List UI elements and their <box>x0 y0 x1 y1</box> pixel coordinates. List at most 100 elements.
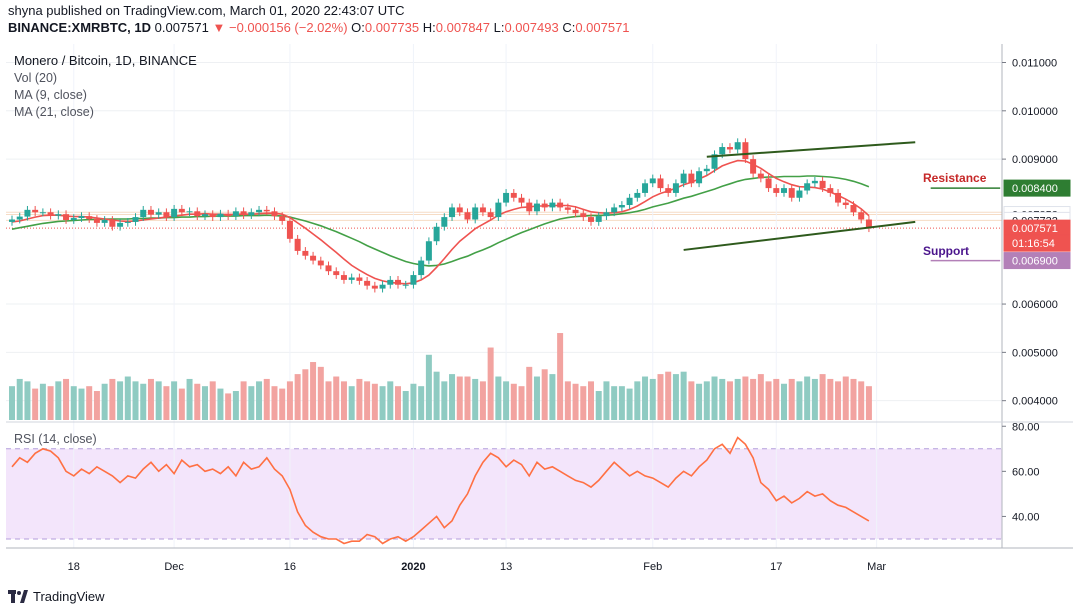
support-annotation: Support <box>923 244 969 258</box>
volume-bar <box>317 366 324 420</box>
volume-bar <box>279 388 286 420</box>
volume-bar <box>101 383 108 420</box>
legend-ma21: MA (21, close) <box>14 105 94 119</box>
price-badge <box>1003 252 1071 270</box>
volume-bar <box>804 376 811 420</box>
volume-bar <box>719 378 726 420</box>
candle-body <box>456 207 463 213</box>
time-tick-label: 17 <box>770 561 782 573</box>
volume-bar <box>734 378 741 420</box>
price-tick-label: 0.006000 <box>1012 299 1058 311</box>
candle-body <box>209 214 216 218</box>
volume-bar <box>750 378 757 420</box>
volume-bar <box>16 378 23 420</box>
price-tick-label: 0.005000 <box>1012 347 1058 359</box>
volume-bar <box>194 383 201 420</box>
candle-body <box>225 213 232 217</box>
volume-bar <box>171 381 178 420</box>
volume-bar <box>865 386 872 420</box>
volume-bar <box>302 369 309 420</box>
volume-bar <box>248 386 255 420</box>
volume-bar <box>63 378 70 420</box>
rsi-band-fill <box>6 448 1002 539</box>
candle-body <box>533 203 540 212</box>
price-chart[interactable]: 0.011000 0.010000 0.009000 0.006000 0.005000… <box>0 40 1073 585</box>
volume-bar <box>132 381 139 420</box>
candle-body <box>317 260 324 266</box>
candle-body <box>595 216 602 222</box>
footer-brand[interactable]: TradingView <box>8 589 105 604</box>
candle-body <box>256 209 263 213</box>
indicator-lines <box>11 159 870 545</box>
tradingview-logo-icon <box>8 589 28 603</box>
low-value: 0.007493 <box>504 20 559 35</box>
volume-bar <box>858 381 865 420</box>
volume-bar <box>225 393 232 420</box>
volume-bar <box>310 362 317 420</box>
volume-bar <box>425 354 432 420</box>
price-badge <box>1003 179 1071 197</box>
volume-bar <box>603 381 610 420</box>
candle-body <box>781 188 787 193</box>
time-axis[interactable]: 18 Dec 16 2020 13 Feb 17 Mar <box>68 561 887 573</box>
rsi-tick-label: 80.00 <box>1012 421 1040 433</box>
candle-body <box>827 188 834 193</box>
candle-body <box>464 212 471 220</box>
last-price: 0.007571 <box>154 20 209 35</box>
volume-bar <box>55 381 62 420</box>
price-badge-label: 0.008400 <box>1012 183 1058 195</box>
volume-bar <box>456 376 463 420</box>
candle-body <box>472 207 479 220</box>
candle-body <box>634 192 641 198</box>
volume-bar <box>811 378 818 420</box>
high-label: H: <box>422 20 436 35</box>
volume-bar <box>232 391 239 420</box>
candle-body <box>557 202 564 208</box>
time-tick-label: 2020 <box>401 561 425 573</box>
volume-bar <box>549 374 556 420</box>
candle-body <box>55 214 62 216</box>
legend-volume: Vol (20) <box>14 71 58 85</box>
chart-frame-lines <box>6 44 1073 549</box>
volume-bar <box>757 374 764 420</box>
candle-body <box>510 192 517 198</box>
volume-bar <box>70 386 77 420</box>
candle-body <box>742 142 749 160</box>
price-badge-label: 0.006900 <box>1012 256 1058 268</box>
volume-bar <box>418 386 425 420</box>
volume-bar <box>842 376 849 420</box>
volume-bar <box>93 391 100 420</box>
candle-body <box>132 217 139 222</box>
close-label: C: <box>562 20 576 35</box>
candle-body <box>680 173 687 184</box>
candle-body <box>549 202 556 208</box>
candle-body <box>719 147 726 155</box>
volume-bar <box>433 371 440 420</box>
candle-body <box>271 211 278 217</box>
volume-bar <box>526 366 533 420</box>
volume-bar <box>240 381 247 420</box>
volume-bar <box>703 381 710 420</box>
volume-bar <box>572 383 579 420</box>
price-axis[interactable]: 0.011000 0.010000 0.009000 0.006000 0.005000… <box>1002 57 1071 523</box>
candle-body <box>410 275 417 285</box>
candle-body <box>804 183 811 191</box>
volume-bar <box>827 378 834 420</box>
volume-bar <box>256 381 263 420</box>
price-badge <box>1003 234 1071 252</box>
price-tick-label: 0.004000 <box>1012 396 1058 408</box>
volume-bar <box>325 381 332 420</box>
candle-body <box>603 212 610 217</box>
candle-body <box>387 279 394 285</box>
candle-body <box>580 213 587 218</box>
volume-bar <box>472 378 479 420</box>
candle-body <box>642 183 649 193</box>
ma9-line <box>11 159 870 285</box>
chart-title: Monero / Bitcoin, 1D, BINANCE <box>14 53 197 68</box>
candle-body <box>279 216 286 221</box>
volume-bar <box>688 381 695 420</box>
volume-bar <box>186 378 193 420</box>
volume-bar <box>286 381 293 420</box>
candle-body <box>796 190 803 198</box>
candle-body <box>541 203 548 208</box>
